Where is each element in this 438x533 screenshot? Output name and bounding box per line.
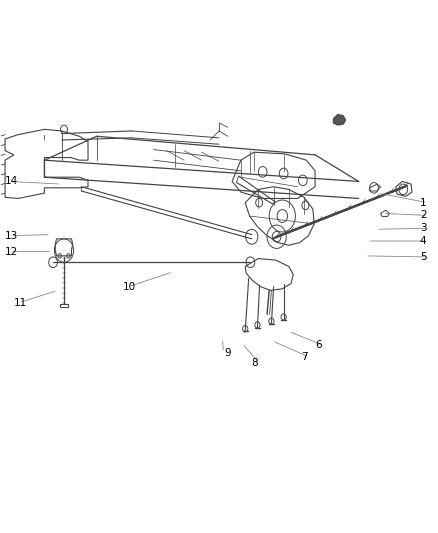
Text: 6: 6 — [315, 340, 321, 350]
Text: 5: 5 — [420, 252, 427, 262]
Text: 13: 13 — [5, 231, 18, 241]
Text: 11: 11 — [14, 297, 27, 308]
Text: 3: 3 — [420, 223, 427, 233]
Text: 14: 14 — [5, 176, 18, 187]
Text: 12: 12 — [5, 247, 18, 256]
Text: 9: 9 — [225, 348, 231, 358]
Text: 2: 2 — [420, 211, 427, 221]
Text: 8: 8 — [252, 358, 258, 368]
Text: 1: 1 — [420, 198, 427, 208]
Text: 7: 7 — [301, 352, 308, 362]
Text: 10: 10 — [123, 282, 136, 292]
Text: 4: 4 — [420, 236, 427, 246]
Polygon shape — [333, 115, 346, 125]
